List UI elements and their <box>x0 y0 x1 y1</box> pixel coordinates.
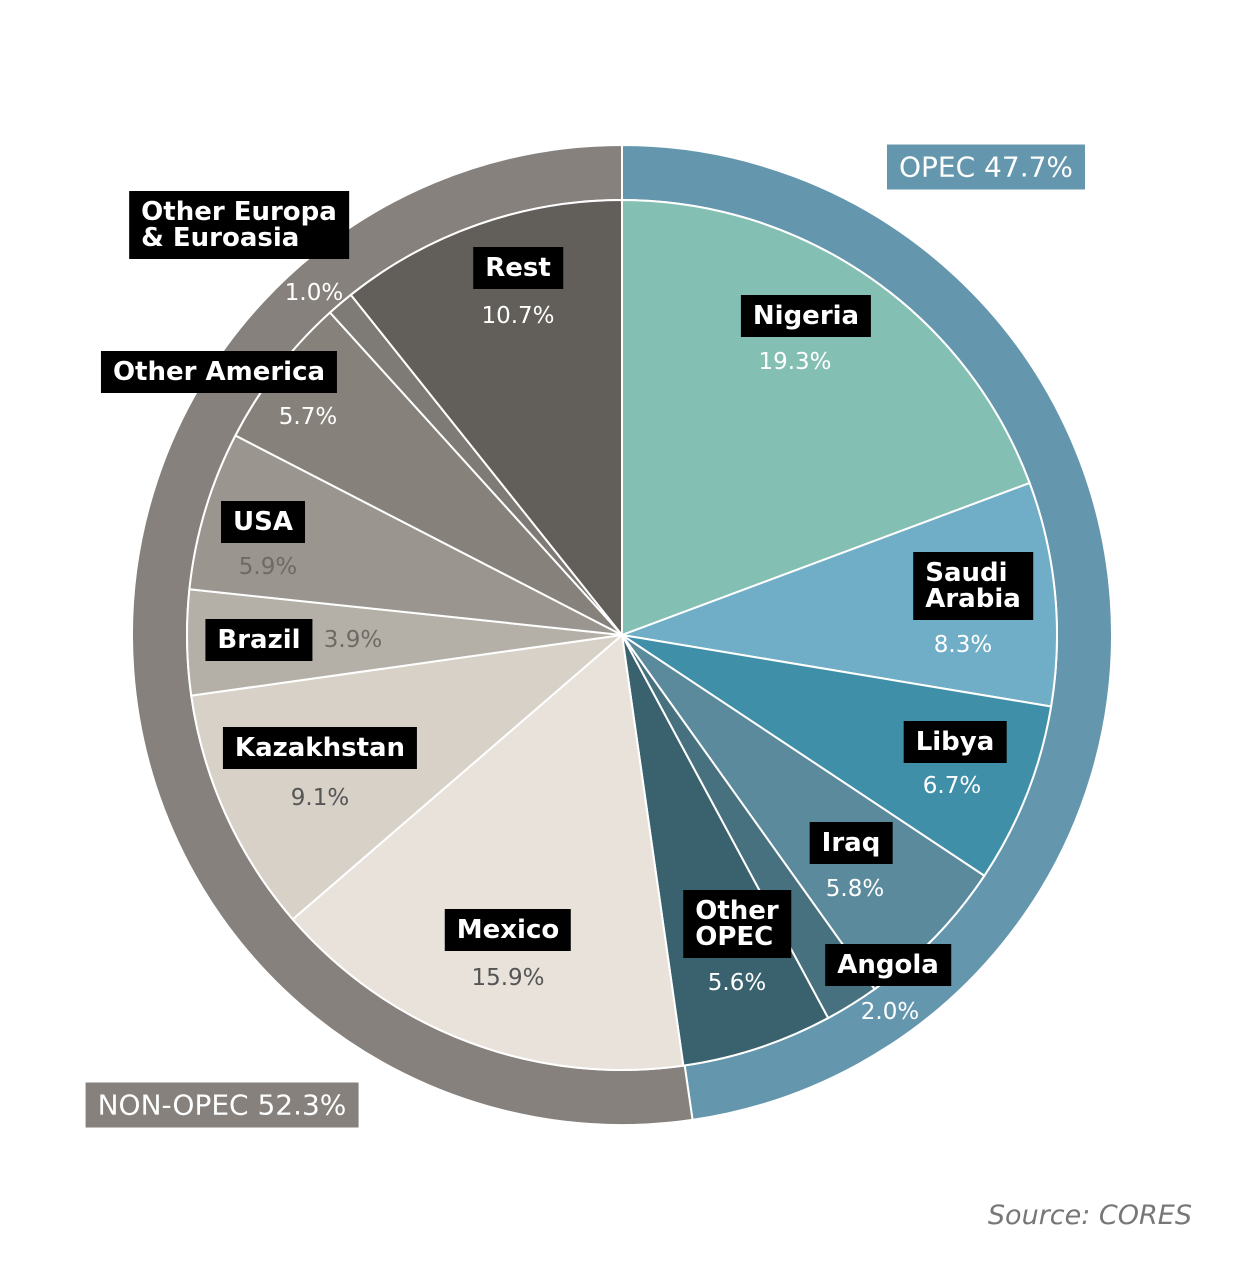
slice <box>349 198 623 638</box>
source: Source: CORES <box>987 1200 1192 1231</box>
value-label: 5.8% <box>825 876 885 902</box>
slice <box>618 481 1058 708</box>
slice-label: Libya <box>903 721 1007 763</box>
slice-label: Other Europa & Euroasia <box>129 191 349 259</box>
slice-label: Brazil <box>205 619 313 661</box>
slice <box>621 198 1031 637</box>
group-label: NON-OPEC 52.3% <box>85 1082 359 1128</box>
value-label: 5.6% <box>707 970 767 996</box>
slice <box>188 434 623 636</box>
value-label: 5.9% <box>238 554 298 580</box>
value-label: 10.7% <box>481 303 555 329</box>
slice-label: Saudi Arabia <box>913 552 1033 620</box>
value-label: 3.9% <box>323 627 383 653</box>
slice-label: Angola <box>825 944 951 986</box>
slice-label: USA <box>221 501 305 543</box>
value-label: 8.3% <box>933 632 993 658</box>
value-label: 2.0% <box>860 999 920 1025</box>
slice-label: Iraq <box>809 822 893 864</box>
group-label: OPEC 47.7% <box>886 144 1086 190</box>
value-label: 6.7% <box>922 773 982 799</box>
slice <box>621 634 1053 878</box>
value-label: 1.0% <box>284 280 344 306</box>
slice-label: Rest <box>473 247 563 289</box>
value-label: 9.1% <box>290 785 350 811</box>
slice-label: Other America <box>100 351 338 393</box>
slice-label: Nigeria <box>740 295 872 337</box>
slice-label: Other OPEC <box>683 890 791 958</box>
slice <box>190 633 626 921</box>
slice-label: Mexico <box>444 909 572 951</box>
slice <box>291 633 685 1071</box>
value-label: 5.7% <box>278 404 338 430</box>
value-label: 15.9% <box>471 965 545 991</box>
slice-label: Kazakhstan <box>222 727 418 769</box>
value-label: 19.3% <box>758 349 832 375</box>
